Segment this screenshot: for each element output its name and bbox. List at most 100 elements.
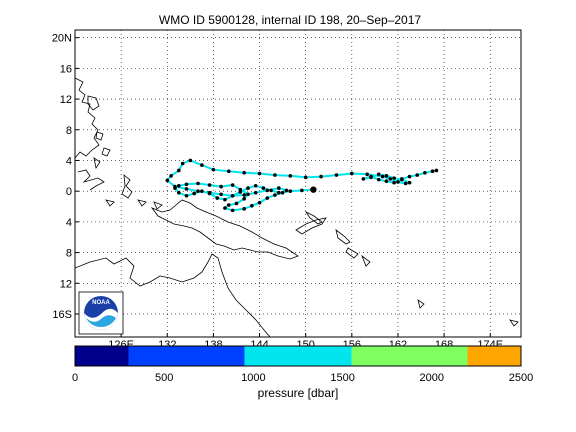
profile-point (196, 189, 200, 193)
coastline-philippines-islands (87, 95, 111, 170)
profile-point (184, 193, 189, 198)
profile-point (177, 190, 181, 195)
profile-point (303, 175, 308, 180)
profile-point (400, 177, 404, 181)
profile-point (257, 200, 262, 205)
lat-tick-label: 0 (66, 186, 72, 198)
profile-point (334, 173, 339, 177)
lat-tick-label: 16 (60, 63, 72, 75)
profile-point (261, 186, 266, 190)
colorbar-segment (244, 346, 352, 366)
coastline-islands-east (417, 299, 519, 327)
profile-point (188, 158, 193, 163)
profile-point (384, 174, 389, 178)
profile-point (173, 184, 177, 189)
profile-point (407, 180, 412, 185)
profile-point (169, 174, 173, 178)
colorbar-tick-label: 1000 (241, 372, 265, 384)
profile-point (388, 177, 393, 181)
profile-point (280, 190, 285, 195)
profile-point (430, 169, 435, 174)
profile-point (223, 197, 227, 202)
profile-point (300, 188, 304, 193)
coastline-new-guinea (150, 199, 299, 260)
profile-point (230, 193, 235, 198)
profile-point (165, 178, 170, 183)
profile-point (184, 182, 189, 187)
lat-tick-label: 4 (66, 217, 72, 229)
noaa-logo-text: NOAA (92, 300, 110, 306)
colorbar-label: pressure [dbar] (258, 386, 339, 400)
profile-point (242, 207, 246, 211)
profile-point (238, 187, 243, 192)
colorbar-segment (467, 346, 521, 366)
colorbar-tick-labels: 0 500 1000 1500 2000 2500 (72, 372, 533, 384)
profile-point (207, 190, 212, 195)
figure-title: WMO ID 5900128, internal ID 198, 20–Sep–… (159, 13, 421, 27)
profile-point (284, 188, 289, 193)
profile-point (192, 191, 196, 196)
colorbar-tick-label: 0 (72, 372, 78, 384)
profile-point (226, 203, 231, 207)
profile-point (257, 171, 262, 176)
profile-point (350, 171, 354, 176)
coastline-new-ireland (304, 210, 323, 225)
profile-point (361, 177, 366, 181)
profile-point (177, 184, 181, 188)
profile-point (269, 188, 273, 193)
profile-point (369, 174, 373, 179)
profile-point (177, 168, 181, 173)
colorbar-segment (351, 346, 468, 366)
colorbar-frame (74, 345, 522, 367)
profile-point (180, 161, 185, 166)
profile-point (265, 196, 270, 200)
profile-point (407, 174, 412, 179)
profile-point (384, 179, 389, 183)
profile-point (253, 184, 258, 188)
profile-point (223, 206, 227, 210)
profile-point (215, 196, 220, 200)
lat-tick-label: 12 (60, 94, 72, 106)
lat-tick-label: 8 (66, 248, 72, 260)
profile-point (415, 173, 419, 177)
profile-point (200, 189, 204, 193)
profile-point (423, 170, 427, 175)
profile-point (246, 186, 250, 190)
profile-point (273, 193, 277, 197)
profile-point (392, 180, 396, 185)
lat-tick-label: 4 (66, 155, 72, 167)
colorbar-tick-label: 1500 (330, 372, 354, 384)
coastline-halmahera (121, 174, 133, 199)
profile-point (273, 173, 277, 177)
coastline-new-britain (295, 217, 327, 235)
profile-point (265, 188, 270, 193)
profile-point (246, 192, 250, 197)
profile-point (211, 167, 216, 172)
trajectory-end-marker (310, 186, 317, 193)
coastline-australia (75, 253, 271, 337)
profile-point (200, 163, 204, 167)
profile-point (226, 169, 231, 174)
lat-tick-label: 16S (52, 309, 72, 321)
float-trajectory (165, 158, 439, 213)
latitude-tick-labels: 20N 16 12 8 4 0 4 8 12 16S (52, 33, 79, 321)
profile-point (434, 168, 439, 173)
coastline-philippines (75, 77, 100, 159)
profile-point (376, 172, 381, 177)
lat-tick-label: 20N (52, 33, 72, 45)
profile-point (230, 208, 235, 213)
colorbar-tick-label: 500 (155, 372, 173, 384)
colorbar-tick-label: 2000 (420, 372, 444, 384)
profile-point (207, 183, 212, 187)
lat-tick-label: 8 (66, 125, 72, 137)
profile-point (276, 186, 281, 190)
lat-tick-label: 12 (60, 278, 72, 290)
map-frame (74, 29, 522, 338)
profile-point (196, 181, 200, 186)
profile-point (319, 174, 323, 179)
profile-point (242, 170, 246, 175)
profile-point (365, 172, 370, 177)
profile-point (396, 180, 400, 184)
noaa-logo: NOAA (78, 291, 124, 335)
